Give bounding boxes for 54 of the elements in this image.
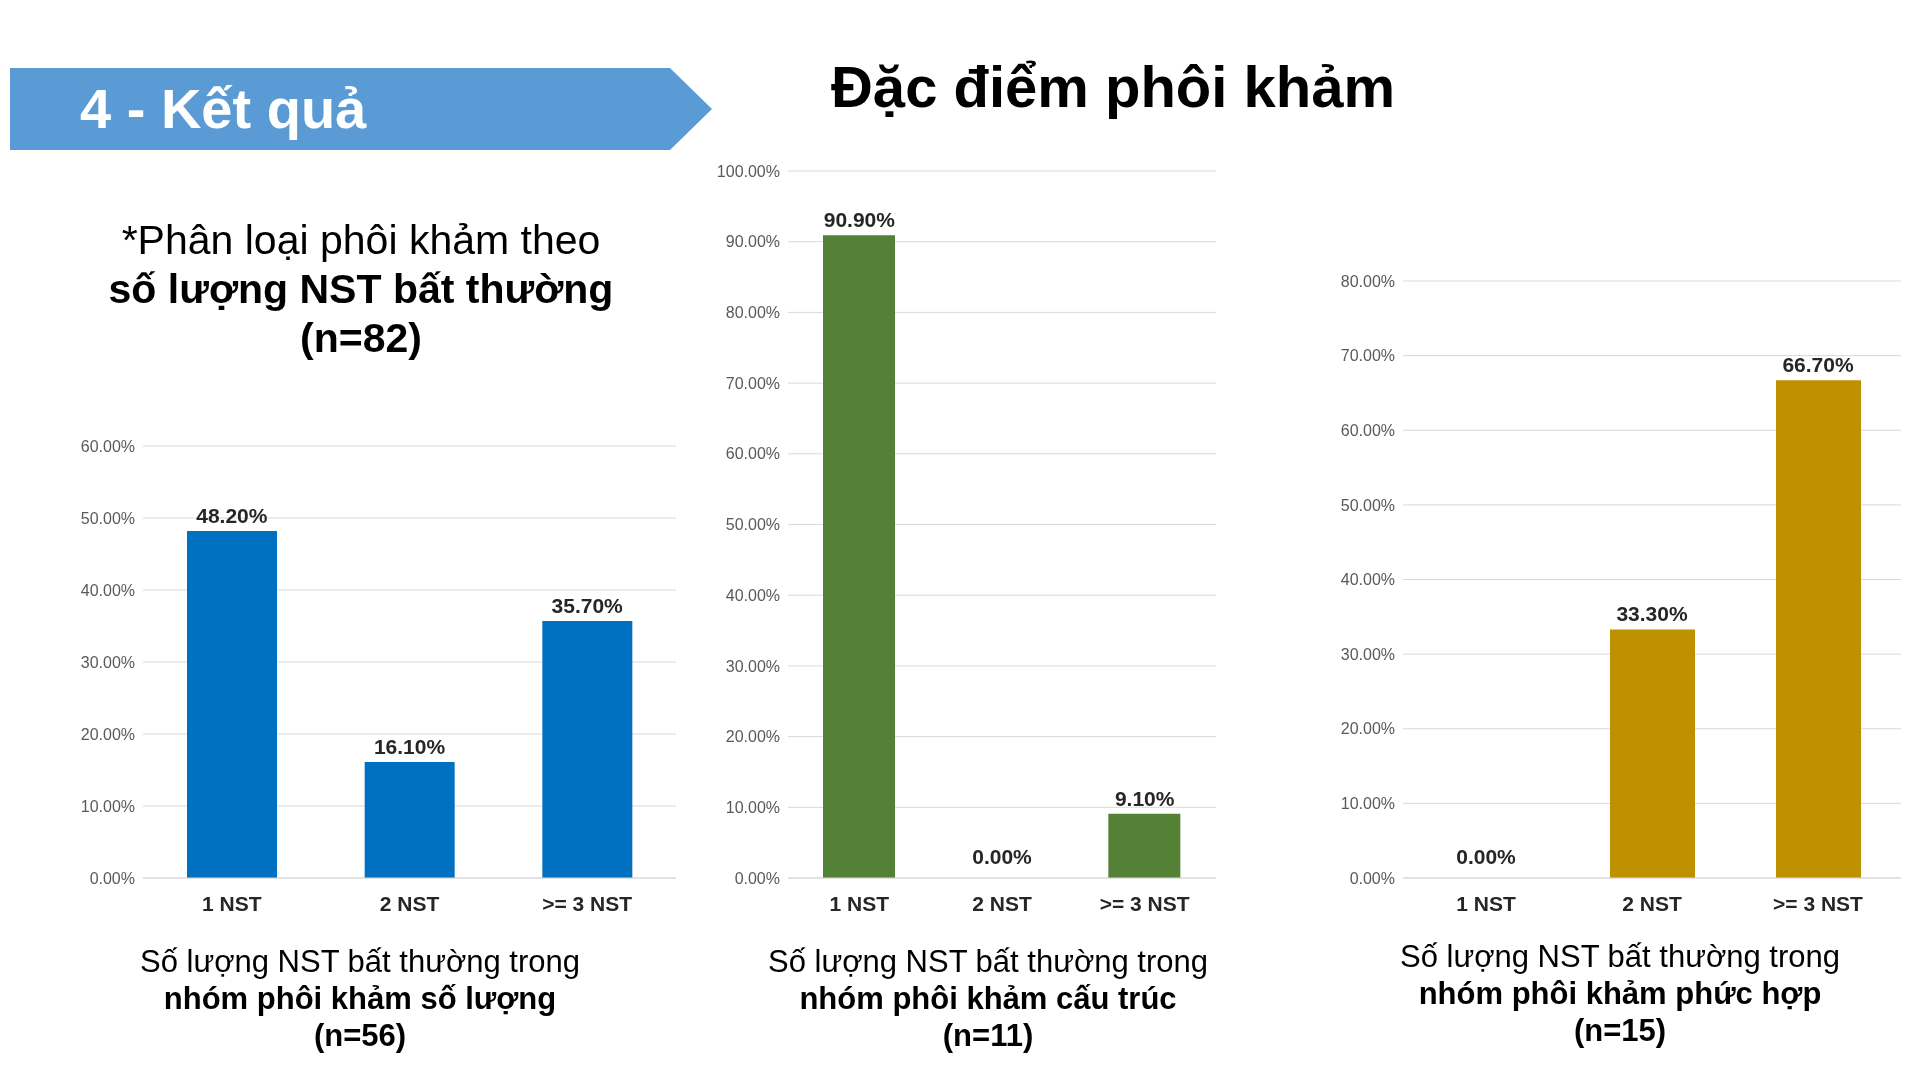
y-tick-label: 70.00% <box>725 374 780 392</box>
y-tick-label: 50.00% <box>1340 496 1395 514</box>
x-axis-title: Số lượng NST bất thường trong nhóm phôi khảm cấu trúc (n=11) <box>766 943 1209 1055</box>
x-tick-label: 1 NST <box>829 891 890 915</box>
y-tick-label: 0.00% <box>1349 869 1395 887</box>
y-tick-label: 10.00% <box>725 798 780 816</box>
data-label: 90.90% <box>823 208 896 232</box>
x-tick-label: 1 NST <box>202 891 262 915</box>
y-tick-label: 30.00% <box>1340 645 1395 663</box>
bar <box>364 762 455 878</box>
x-axis-title: Số lượng NST bất thường trong nhóm phôi khảm phức hợp (n=15) <box>1398 938 1841 1050</box>
y-tick-label: 20.00% <box>725 728 780 746</box>
x-tick-label: >= 3 NST <box>542 891 633 915</box>
bar <box>187 530 277 878</box>
y-tick-label: 40.00% <box>725 586 780 604</box>
y-tick-label: 80.00% <box>725 304 780 322</box>
y-tick-label: 20.00% <box>1340 720 1395 738</box>
x-tick-label: 2 NST <box>379 891 440 915</box>
y-tick-label: 50.00% <box>725 516 780 534</box>
bar <box>542 620 633 878</box>
data-label: 33.30% <box>1616 602 1688 626</box>
x-tick-label: 2 NST <box>972 891 1032 915</box>
x-tick-label: 2 NST <box>1622 891 1682 915</box>
data-label: 66.70% <box>1782 353 1854 377</box>
data-label: 16.10% <box>373 735 446 759</box>
text: 4 - Kết quả <box>80 76 367 142</box>
y-tick-label: 90.00% <box>725 233 780 251</box>
y-tick-label: 40.00% <box>80 581 135 599</box>
y-tick-label: 40.00% <box>1340 571 1395 589</box>
data-label: 0.00% <box>972 845 1033 868</box>
y-tick-label: 30.00% <box>80 653 135 671</box>
y-tick-label: 10.00% <box>80 797 135 815</box>
data-label: 9.10% <box>1114 786 1175 810</box>
y-tick-label: 50.00% <box>80 509 135 527</box>
y-tick-label: 0.00% <box>734 869 780 887</box>
y-tick-label: 60.00% <box>80 437 135 455</box>
y-tick-label: 60.00% <box>725 445 780 463</box>
text: *Phân loại phôi khảm theo số lượng NST bất thường (n=82) <box>107 216 615 364</box>
y-tick-label: 0.00% <box>89 869 135 887</box>
y-tick-label: 30.00% <box>725 657 780 675</box>
x-tick-label: >= 3 NST <box>1773 891 1864 915</box>
y-tick-label: 10.00% <box>1340 795 1395 813</box>
y-tick-label: 60.00% <box>1340 421 1395 439</box>
data-label: 0.00% <box>1456 845 1517 868</box>
data-label: 35.70% <box>551 593 624 617</box>
y-tick-label: 70.00% <box>1340 347 1395 365</box>
x-tick-label: 1 NST <box>1456 891 1516 915</box>
x-tick-label: >= 3 NST <box>1099 891 1190 915</box>
y-tick-label: 100.00% <box>716 162 780 180</box>
x-axis-title: Số lượng NST bất thường trong nhóm phôi khảm số lượng (n=56) <box>138 943 581 1055</box>
y-tick-label: 80.00% <box>1340 272 1395 290</box>
chart-title: Đặc điểm phôi khảm <box>830 53 1396 120</box>
y-tick-label: 20.00% <box>80 725 135 743</box>
data-label: 48.20% <box>196 503 268 527</box>
